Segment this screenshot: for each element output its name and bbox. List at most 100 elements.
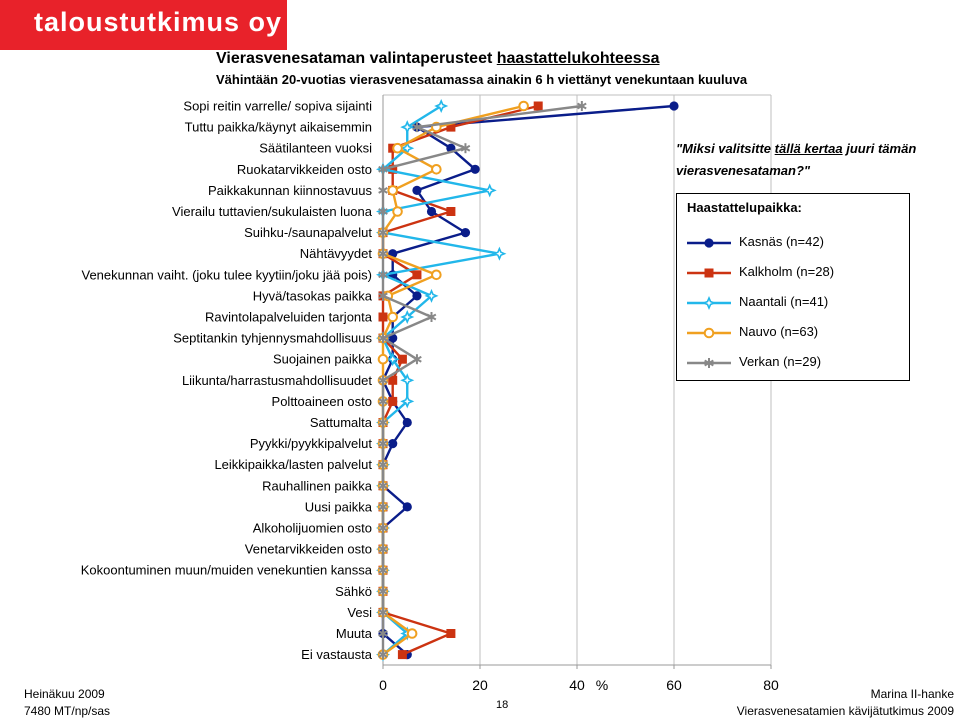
legend-marker — [704, 238, 714, 248]
category-label: Leikkipaikka/lasten palvelut — [214, 457, 372, 472]
legend-label: Kasnäs (n=42) — [739, 234, 824, 249]
data-point — [431, 164, 442, 175]
legend-swatch — [687, 327, 731, 339]
data-point — [378, 480, 388, 491]
x-unit-label: % — [596, 677, 608, 693]
data-point — [492, 246, 507, 261]
legend-marker — [704, 268, 714, 278]
data-point — [518, 100, 529, 112]
data-point — [378, 459, 388, 470]
category-label: Nähtävyydet — [300, 246, 373, 261]
legend-entry: Nauvo (n=63) — [677, 318, 909, 348]
category-label: Vierailu tuttavien/sukulaisten luona — [172, 204, 373, 219]
x-tick-label: 60 — [666, 677, 682, 693]
legend-swatch — [687, 268, 731, 278]
data-point — [400, 394, 415, 409]
data-point — [426, 206, 437, 217]
data-point — [400, 309, 415, 325]
data-point — [402, 417, 412, 428]
data-point — [533, 101, 543, 111]
series-0 — [378, 101, 679, 660]
data-point — [378, 375, 388, 386]
legend-label: Nauvo (n=63) — [739, 324, 819, 339]
data-point — [388, 164, 398, 174]
legend-label: Kalkholm (n=28) — [739, 264, 835, 279]
data-point — [400, 373, 415, 388]
data-point — [378, 185, 388, 196]
series-layer — [375, 98, 679, 662]
data-point — [378, 290, 388, 301]
page-number: 18 — [496, 699, 509, 711]
data-point — [378, 248, 388, 259]
logo-text: taloustutkimus oy — [34, 7, 283, 37]
data-point — [378, 438, 388, 449]
category-label: Sattumalta — [310, 415, 373, 430]
category-label: Ruokatarvikkeiden osto — [237, 162, 372, 177]
legend-swatch — [687, 238, 731, 248]
data-point — [412, 185, 422, 195]
data-point — [406, 628, 418, 639]
category-label: Uusi paikka — [305, 499, 373, 514]
data-point — [460, 143, 471, 154]
x-tick-label: 20 — [472, 677, 488, 693]
x-tick-label: 0 — [379, 677, 387, 693]
data-point — [392, 206, 403, 217]
data-point — [378, 206, 388, 217]
data-point — [388, 375, 398, 385]
data-point — [446, 207, 456, 216]
category-label: Sähkö — [335, 584, 372, 599]
data-point — [385, 352, 400, 367]
data-point — [378, 628, 388, 639]
x-tick-label: 80 — [763, 677, 779, 693]
category-label: Säätilanteen vuoksi — [259, 141, 372, 156]
legend-label: Verkan (n=29) — [739, 354, 822, 369]
page-title: Vierasvenesataman valintaperusteet haast… — [216, 50, 660, 67]
data-point — [378, 544, 388, 555]
category-label: Muuta — [336, 626, 373, 641]
data-point — [378, 649, 388, 660]
data-point — [460, 228, 471, 238]
data-point — [378, 227, 388, 238]
data-point — [412, 354, 422, 365]
data-point — [412, 270, 422, 280]
footer-study: Vierasvenesatamien kävijätutkimus 2009 — [736, 704, 954, 718]
data-point — [378, 607, 388, 618]
page-subtitle: Vähintään 20-vuotias vierasvenesatamassa… — [216, 72, 748, 87]
data-point — [378, 269, 388, 280]
data-point — [434, 98, 449, 114]
legend: Haastattelupaikka: Kasnäs (n=42) Kalkholm… — [676, 193, 910, 381]
legend-marker — [701, 295, 717, 311]
company-logo: taloustutkimus oy — [0, 0, 287, 50]
data-point — [377, 353, 389, 365]
data-point — [378, 417, 388, 428]
legend-entry: Verkan (n=29) — [677, 348, 909, 378]
category-label: Polttoaineen osto — [272, 394, 372, 409]
data-point — [397, 354, 407, 364]
category-label: Pyykki/pyykkipalvelut — [250, 436, 372, 451]
category-label: Suihku-/saunapalvelut — [244, 225, 372, 240]
data-point — [387, 185, 399, 196]
legend-title: Haastattelupaikka: — [687, 200, 802, 215]
legend-entry: Naantali (n=41) — [677, 288, 909, 318]
data-point — [446, 629, 456, 638]
data-point — [378, 586, 388, 597]
legend-entry: Kasnäs (n=42) — [677, 228, 909, 258]
category-label: Hyvä/tasokas paikka — [253, 288, 373, 303]
data-point — [424, 288, 439, 303]
data-point — [577, 101, 587, 111]
category-label: Venetarvikkeiden osto — [245, 542, 372, 557]
legend-marker — [703, 327, 715, 339]
category-labels: Sopi reitin varrelle/ sopiva sijainti Tut… — [81, 99, 373, 663]
data-point — [388, 396, 398, 406]
x-axis: 0 20 40 60 80% — [379, 664, 779, 693]
data-point — [400, 120, 415, 135]
data-point — [397, 650, 407, 660]
data-point — [387, 311, 399, 323]
footer-code: 7480 MT/np/sas — [24, 704, 111, 718]
footer-date: Heinäkuu 2009 — [24, 687, 105, 701]
data-point — [388, 439, 398, 449]
category-label: Vesi — [347, 605, 372, 620]
data-point — [378, 312, 388, 322]
x-tick-label: 40 — [569, 677, 585, 693]
